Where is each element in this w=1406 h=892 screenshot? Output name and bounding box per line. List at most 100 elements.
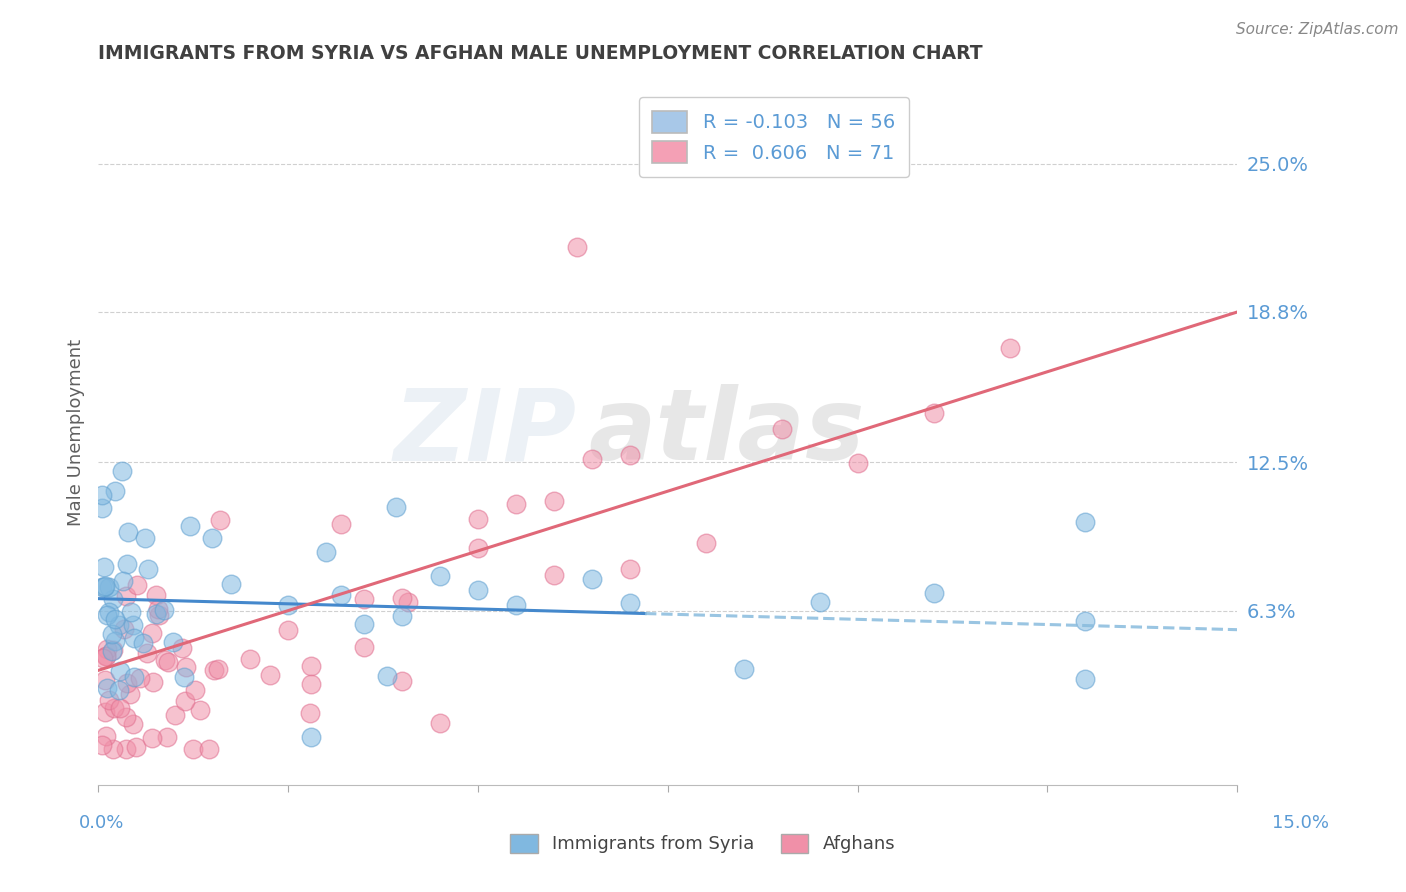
Point [174, 694, 197, 708]
Legend: R = -0.103   N = 56, R =  0.606   N = 71: R = -0.103 N = 56, R = 0.606 N = 71 [638, 97, 908, 177]
Point [375, 669, 398, 683]
Point [173, 670, 195, 684]
Point [108, 701, 131, 715]
Point [146, 601, 169, 615]
Point [142, 675, 165, 690]
Point [98, 605, 121, 619]
Point [115, 710, 138, 724]
Point [132, 636, 155, 650]
Point [108, 618, 131, 632]
Point [315, 545, 337, 559]
Text: IMMIGRANTS FROM SYRIA VS AFGHAN MALE UNEMPLOYMENT CORRELATION CHART: IMMIGRANTS FROM SYRIA VS AFGHAN MALE UNE… [98, 45, 983, 63]
Point [174, 660, 197, 674]
Point [112, 622, 135, 636]
Point [108, 664, 131, 678]
Point [170, 640, 193, 655]
Point [581, 452, 603, 467]
Point [385, 500, 408, 514]
Point [97, 580, 120, 594]
Point [111, 464, 134, 478]
Point [846, 456, 869, 470]
Point [733, 663, 755, 677]
Point [184, 683, 207, 698]
Point [152, 603, 174, 617]
Point [96, 729, 118, 743]
Point [115, 742, 138, 756]
Point [100, 644, 122, 658]
Point [353, 591, 375, 606]
Point [619, 596, 641, 610]
Point [103, 701, 125, 715]
Point [112, 574, 135, 588]
Point [91, 500, 114, 515]
Point [94, 649, 117, 664]
Point [96, 648, 118, 663]
Point [619, 448, 641, 462]
Point [93, 706, 115, 720]
Point [141, 625, 163, 640]
Point [134, 531, 156, 545]
Point [353, 640, 375, 655]
Point [121, 618, 143, 632]
Point [299, 659, 322, 673]
Point [259, 667, 281, 681]
Point [120, 606, 142, 620]
Point [145, 607, 167, 622]
Point [156, 730, 179, 744]
Point [98, 692, 121, 706]
Point [277, 623, 299, 637]
Point [208, 513, 231, 527]
Point [101, 627, 124, 641]
Point [1074, 515, 1097, 529]
Point [122, 716, 145, 731]
Point [115, 557, 138, 571]
Point [153, 653, 176, 667]
Point [299, 677, 322, 691]
Point [429, 569, 451, 583]
Point [922, 586, 945, 600]
Point [93, 580, 115, 594]
Point [101, 742, 124, 756]
Point [396, 595, 419, 609]
Point [163, 707, 186, 722]
Point [122, 670, 145, 684]
Text: Source: ZipAtlas.com: Source: ZipAtlas.com [1236, 22, 1399, 37]
Point [128, 671, 150, 685]
Point [136, 646, 159, 660]
Point [922, 406, 945, 420]
Point [117, 676, 139, 690]
Point [104, 633, 127, 648]
Point [202, 663, 225, 677]
Text: 15.0%: 15.0% [1272, 814, 1329, 832]
Point [565, 240, 588, 254]
Text: 0.0%: 0.0% [79, 814, 124, 832]
Point [96, 641, 118, 656]
Point [543, 493, 565, 508]
Point [91, 651, 114, 665]
Point [391, 591, 413, 606]
Point [96, 608, 118, 623]
Point [353, 616, 375, 631]
Point [467, 511, 489, 525]
Point [505, 598, 527, 612]
Point [1074, 614, 1097, 628]
Point [96, 681, 118, 695]
Point [94, 673, 117, 688]
Point [695, 535, 717, 549]
Point [808, 595, 831, 609]
Point [157, 655, 180, 669]
Point [91, 738, 114, 752]
Point [141, 731, 163, 746]
Point [239, 651, 262, 665]
Point [117, 524, 139, 539]
Point [93, 560, 115, 574]
Point [467, 541, 489, 555]
Point [118, 687, 141, 701]
Text: ZIP: ZIP [394, 384, 576, 481]
Point [94, 579, 117, 593]
Y-axis label: Male Unemployment: Male Unemployment [66, 339, 84, 526]
Point [207, 662, 229, 676]
Point [104, 484, 127, 499]
Point [298, 706, 321, 721]
Point [101, 592, 124, 607]
